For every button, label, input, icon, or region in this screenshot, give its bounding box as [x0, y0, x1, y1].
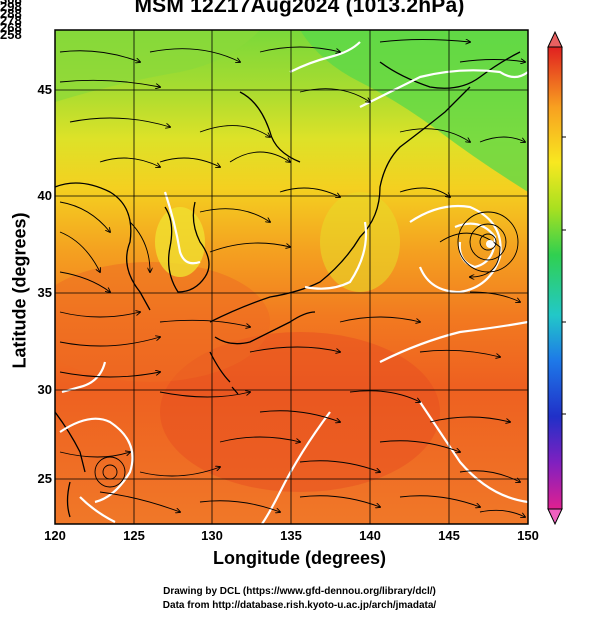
x-tick-120: 120: [44, 528, 66, 543]
credit-drawing: Drawing by DCL (https://www.gfd-dennou.o…: [163, 586, 436, 597]
colorbar-body: [547, 46, 563, 510]
colorbar-bottom-arrow: [547, 508, 563, 526]
colorbar-label-298: 298: [0, 0, 22, 14]
y-tick-45: 45: [37, 82, 52, 97]
colorbar-label-268: 268: [0, 20, 22, 35]
x-tick-125: 125: [123, 528, 145, 543]
typhoon-eye: [486, 240, 494, 248]
contour-lines: [59, 41, 528, 524]
vortex-sw: [94, 456, 126, 488]
x-tick-130: 130: [201, 528, 223, 543]
map-title: MSM 12Z17Aug2024 (1013.2hPa): [134, 0, 465, 17]
y-tick-25: 25: [37, 471, 52, 486]
plot-frame: [54, 29, 529, 525]
colorbar-top-arrow: [547, 30, 563, 48]
coastlines: [55, 51, 521, 518]
colorbar-label-278: 278: [0, 13, 22, 28]
y-tick-30: 30: [37, 382, 52, 397]
typhoon-vortex: [457, 211, 519, 273]
x-tick-150: 150: [517, 528, 539, 543]
colorbar-label-258: 258: [0, 27, 22, 42]
y-tick-40: 40: [37, 188, 52, 203]
y-tick-35: 35: [37, 285, 52, 300]
x-tick-145: 145: [438, 528, 460, 543]
x-axis-label: Longitude (degrees): [212, 548, 386, 568]
y-axis-label: Latitude (degrees): [9, 212, 30, 369]
graticule: [55, 30, 528, 524]
colorbar: [547, 30, 566, 526]
credit-data-source: Data from http://database.rish.kyoto-u.a…: [162, 600, 437, 611]
colorbar-label-308: 308: [0, 0, 599, 7]
colorbar-label-288: 288: [0, 6, 22, 21]
wind-streamlines: [59, 40, 525, 518]
x-tick-140: 140: [359, 528, 381, 543]
x-tick-135: 135: [280, 528, 302, 543]
